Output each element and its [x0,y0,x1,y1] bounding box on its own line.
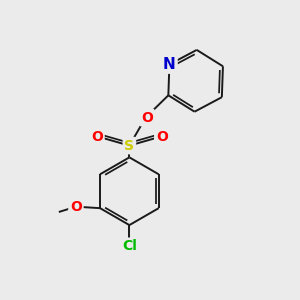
Text: Cl: Cl [122,239,137,253]
Text: O: O [70,200,82,214]
Text: N: N [163,57,176,72]
Text: O: O [141,111,153,124]
Text: O: O [91,130,103,144]
Text: O: O [156,130,168,144]
Text: S: S [124,139,134,153]
